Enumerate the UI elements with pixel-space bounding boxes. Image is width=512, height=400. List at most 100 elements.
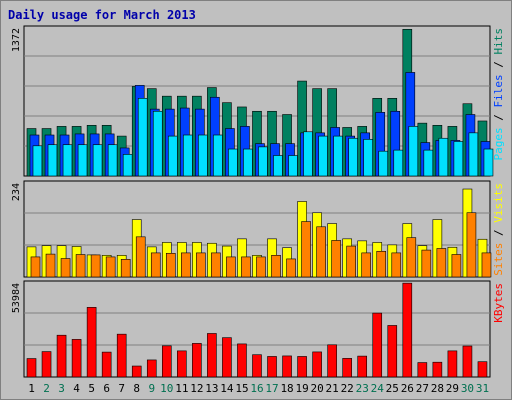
- x-tick-label-day-30: 30: [461, 382, 474, 395]
- bar-pages-day-23: [363, 139, 374, 177]
- bar-kbytes-day-10: [161, 345, 172, 378]
- x-tick-label-day-13: 13: [205, 382, 218, 395]
- bar-pages-day-10: [167, 135, 178, 177]
- panel-top-ymax-label: 1372: [11, 28, 22, 52]
- bar-pages-day-18: [288, 155, 298, 177]
- bar-sites-day-6: [105, 256, 116, 278]
- x-tick-label-day-29: 29: [446, 382, 459, 395]
- bar-kbytes-day-24: [372, 312, 383, 378]
- bar-sites-day-2: [45, 253, 56, 278]
- panel-middle-ymax-label: 234: [11, 183, 22, 201]
- bar-pages-day-17: [273, 155, 283, 177]
- bar-kbytes-day-28: [432, 361, 443, 378]
- x-tick-label-day-15: 15: [235, 382, 248, 395]
- bar-sites-day-4: [75, 254, 86, 278]
- bar-kbytes-day-30: [462, 345, 473, 378]
- bar-pages-day-7: [122, 154, 133, 177]
- x-tick-label-day-19: 19: [295, 382, 308, 395]
- bar-kbytes-day-2: [41, 351, 52, 378]
- x-tick-label-day-24: 24: [371, 382, 385, 395]
- x-tick-label-day-14: 14: [220, 382, 234, 395]
- bar-pages-day-4: [77, 144, 88, 177]
- x-tick-label-day-7: 7: [118, 382, 125, 395]
- x-tick-label-day-10: 10: [160, 382, 173, 395]
- panel-top-legend: Pages / Files / Hits: [492, 28, 505, 161]
- bar-pages-day-26: [408, 126, 419, 177]
- bar-kbytes-day-15: [237, 343, 247, 378]
- x-tick-label-day-22: 22: [341, 382, 354, 395]
- x-tick-label-day-25: 25: [386, 382, 399, 395]
- bar-pages-day-15: [243, 148, 253, 177]
- bar-kbytes-day-19: [297, 356, 307, 378]
- bar-pages-day-20: [318, 135, 328, 177]
- x-tick-label-day-8: 8: [133, 382, 140, 395]
- bar-kbytes-day-27: [417, 362, 428, 378]
- bar-sites-day-24: [376, 250, 387, 278]
- x-tick-label-day-5: 5: [88, 382, 95, 395]
- bar-sites-day-23: [361, 252, 372, 278]
- bar-sites-day-31: [481, 252, 492, 278]
- bar-kbytes-day-8: [131, 365, 142, 378]
- bar-sites-day-1: [30, 256, 41, 278]
- bar-kbytes-day-31: [477, 361, 488, 378]
- panel-bottom-ymax-label: 53984: [11, 283, 22, 313]
- bar-kbytes-day-12: [192, 343, 202, 378]
- bar-sites-day-9: [150, 252, 161, 278]
- bar-kbytes-day-13: [207, 333, 217, 378]
- bar-kbytes-day-16: [252, 354, 262, 378]
- bar-pages-day-2: [47, 144, 58, 177]
- bar-sites-day-21: [331, 240, 341, 278]
- bar-sites-day-13: [211, 252, 221, 278]
- bar-sites-day-16: [256, 256, 266, 278]
- bar-kbytes-day-9: [146, 359, 157, 378]
- bar-pages-day-13: [213, 134, 223, 177]
- bar-pages-day-3: [62, 144, 73, 177]
- bar-pages-day-25: [393, 149, 404, 177]
- bar-pages-day-9: [152, 110, 163, 177]
- bar-pages-day-5: [92, 144, 103, 177]
- x-tick-label-day-23: 23: [356, 382, 369, 395]
- bar-sites-day-27: [421, 249, 432, 278]
- x-tick-label-day-26: 26: [401, 382, 414, 395]
- panel-bottom-legend: KBytes: [492, 283, 505, 323]
- bar-pages-day-16: [258, 146, 268, 177]
- x-tick-label-day-20: 20: [311, 382, 324, 395]
- bar-pages-day-8: [137, 98, 148, 177]
- bar-sites-day-20: [316, 226, 326, 278]
- legend-entry: Sites: [492, 243, 505, 276]
- bar-kbytes-day-29: [447, 350, 458, 378]
- bar-sites-day-14: [226, 256, 236, 278]
- bar-kbytes-day-25: [387, 325, 398, 378]
- bar-sites-day-19: [301, 221, 311, 278]
- bar-pages-day-19: [303, 131, 313, 177]
- x-tick-label-day-21: 21: [326, 382, 339, 395]
- bar-kbytes-day-22: [342, 358, 352, 378]
- bar-pages-day-11: [183, 134, 193, 177]
- bar-sites-day-30: [466, 212, 477, 278]
- bar-kbytes-day-20: [312, 351, 322, 378]
- bar-pages-day-28: [438, 137, 449, 177]
- x-tick-label-day-1: 1: [28, 382, 35, 395]
- bar-pages-day-12: [198, 134, 208, 177]
- bar-sites-day-28: [436, 248, 447, 278]
- bar-kbytes-day-3: [56, 334, 67, 378]
- chart-title: Daily usage for March 2013: [8, 8, 196, 22]
- panel-middle-legend: Sites / Visits: [492, 183, 505, 276]
- x-tick-label-day-17: 17: [265, 382, 278, 395]
- x-tick-label-day-6: 6: [103, 382, 110, 395]
- bar-sites-day-18: [286, 258, 296, 278]
- bar-sites-day-5: [90, 254, 101, 278]
- bar-kbytes-day-4: [71, 339, 82, 378]
- bar-kbytes-day-14: [222, 337, 232, 378]
- legend-entry: /: [492, 223, 505, 243]
- x-tick-label-day-18: 18: [280, 382, 293, 395]
- bar-kbytes-day-23: [357, 355, 368, 378]
- bar-pages-day-21: [333, 135, 343, 177]
- bar-pages-day-22: [348, 137, 358, 177]
- bar-sites-day-15: [241, 256, 251, 278]
- bar-kbytes-day-18: [282, 355, 292, 378]
- x-tick-label-day-12: 12: [190, 382, 203, 395]
- bar-sites-day-25: [391, 252, 402, 278]
- x-tick-label-day-4: 4: [73, 382, 80, 395]
- bar-pages-day-24: [378, 150, 389, 177]
